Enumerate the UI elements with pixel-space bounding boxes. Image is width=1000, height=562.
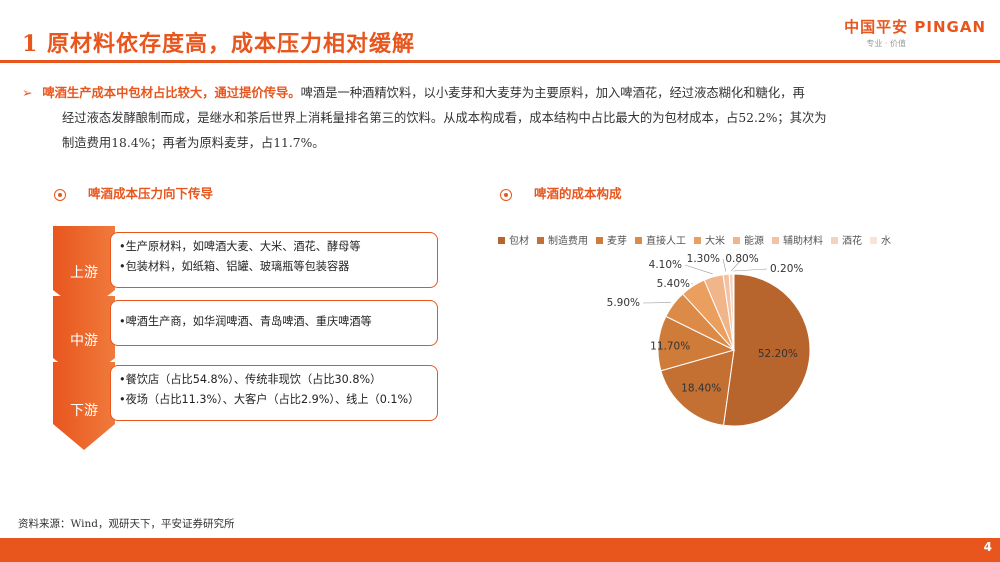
pie-slice xyxy=(722,273,811,427)
legend-label: 麦芽 xyxy=(607,236,627,247)
legend-item: 制造费用 xyxy=(537,232,588,247)
legend-swatch xyxy=(733,237,740,244)
pie-data-label: 0.80% xyxy=(725,253,758,265)
pie-leader-line xyxy=(730,258,743,272)
page-title: 1 原材料依存度高，成本压力相对缓解 xyxy=(22,31,415,57)
legend-swatch xyxy=(870,237,877,244)
legend-item: 包材 xyxy=(498,232,529,247)
legend-swatch xyxy=(831,237,838,244)
legend-item: 直接人工 xyxy=(635,232,686,247)
legend-item: 水 xyxy=(870,232,891,247)
right-section-heading: 啤酒的成本构成 xyxy=(500,183,622,202)
target-bullet-icon xyxy=(54,189,66,201)
legend-swatch xyxy=(772,237,779,244)
stage-box-downstream: •餐饮店（占比54.8%）、传统非现饮（占比30.8%） •夜场（占比11.3%… xyxy=(110,365,438,421)
summary-line-3: 制造费用18.4%；再者为原料麦芽，占11.7%。 xyxy=(62,136,325,150)
summary-lead: 啤酒生产成本中包材占比较大，通过提价传导。 xyxy=(42,85,301,100)
legend-swatch xyxy=(635,237,642,244)
stage-label-upstream: 上游 xyxy=(70,265,98,281)
left-section-heading-text: 啤酒成本压力向下传导 xyxy=(88,186,214,201)
target-bullet-icon xyxy=(500,189,512,201)
pie-slice xyxy=(660,349,735,426)
legend-swatch xyxy=(596,237,603,244)
legend-label: 酒花 xyxy=(842,236,862,247)
pie-leader-line xyxy=(684,264,713,275)
stage-label-midstream: 中游 xyxy=(70,333,98,349)
legend-item: 麦芽 xyxy=(596,232,627,247)
pie-leader-line xyxy=(722,258,727,272)
chevron-midstream xyxy=(53,296,115,382)
title-rule xyxy=(0,60,1000,63)
pie-legend: 包材 制造费用 麦芽 直接人工 大米 能源 辅助材料 酒花 水 xyxy=(498,232,899,247)
legend-swatch xyxy=(537,237,544,244)
summary-line-1: 啤酒是一种酒精饮料，以小麦芽和大麦芽为主要原料，加入啤酒花，经过液态糊化和糖化，… xyxy=(300,86,805,100)
legend-swatch xyxy=(498,237,505,244)
pie-data-label: 52.20% xyxy=(758,348,798,360)
pie-data-label: 0.20% xyxy=(770,263,803,275)
legend-item: 酒花 xyxy=(831,232,862,247)
brand-logo: 中国平安 PINGAN 专业 · 价值 xyxy=(844,16,986,49)
legend-label: 制造费用 xyxy=(548,236,588,247)
legend-item: 辅助材料 xyxy=(772,232,823,247)
stage-line: •啤酒生产商，如华润啤酒、青岛啤酒、重庆啤酒等 xyxy=(119,315,372,328)
stage-box-midstream: •啤酒生产商，如华润啤酒、青岛啤酒、重庆啤酒等 xyxy=(110,300,438,346)
legend-label: 大米 xyxy=(705,236,725,247)
stage-line: •夜场（占比11.3%）、大客户（占比2.9%）、线上（0.1%） xyxy=(119,393,420,406)
source-note: 资料来源：Wind，观研天下，平安证券研究所 xyxy=(18,518,235,530)
stage-line: •生产原材料，如啤酒大麦、大米、酒花、酵母等 xyxy=(119,240,361,253)
legend-item: 大米 xyxy=(694,232,725,247)
legend-item: 能源 xyxy=(733,232,764,247)
legend-label: 包材 xyxy=(509,236,529,247)
pie-data-label: 5.40% xyxy=(657,278,690,290)
summary-paragraph: ➢ 啤酒生产成本中包材占比较大，通过提价传导。啤酒是一种酒精饮料，以小麦芽和大麦芽… xyxy=(22,80,982,156)
stage-line: •包装材料，如纸箱、铝罐、玻璃瓶等包装容器 xyxy=(119,260,350,273)
footer-bar xyxy=(0,538,1000,562)
left-section-heading: 啤酒成本压力向下传导 xyxy=(54,183,213,202)
logo-text: 中国平安 PINGAN xyxy=(844,18,986,36)
chevron-upstream xyxy=(53,226,115,314)
stage-box-upstream: •生产原材料，如啤酒大麦、大米、酒花、酵母等 •包装材料，如纸箱、铝罐、玻璃瓶等… xyxy=(110,232,438,288)
legend-swatch xyxy=(694,237,701,244)
legend-label: 水 xyxy=(881,236,891,247)
pie-slice xyxy=(732,273,735,351)
pie-data-label: 4.10% xyxy=(649,259,682,271)
summary-line-2: 经过液态发酵酿制而成，是继水和茶后世界上消耗量排名第三的饮料。从成本构成看，成本… xyxy=(62,111,827,125)
page-number: 4 xyxy=(983,540,992,554)
legend-label: 直接人工 xyxy=(646,236,686,247)
pie-data-label: 18.40% xyxy=(681,383,721,395)
chevron-downstream xyxy=(53,362,115,450)
stage-line: •餐饮店（占比54.8%）、传统非现饮（占比30.8%） xyxy=(119,373,382,386)
logo-subtext: 专业 · 价值 xyxy=(866,39,906,48)
right-section-heading-text: 啤酒的成本构成 xyxy=(534,186,622,201)
arrow-bullet-icon: ➢ xyxy=(22,86,33,100)
pie-leader-line xyxy=(733,268,768,272)
stage-label-downstream: 下游 xyxy=(70,403,98,419)
legend-label: 能源 xyxy=(744,236,764,247)
pie-data-label: 11.70% xyxy=(650,340,690,352)
legend-label: 辅助材料 xyxy=(783,236,823,247)
pie-data-label: 1.30% xyxy=(687,253,720,265)
pie-data-label: 5.90% xyxy=(607,297,640,309)
